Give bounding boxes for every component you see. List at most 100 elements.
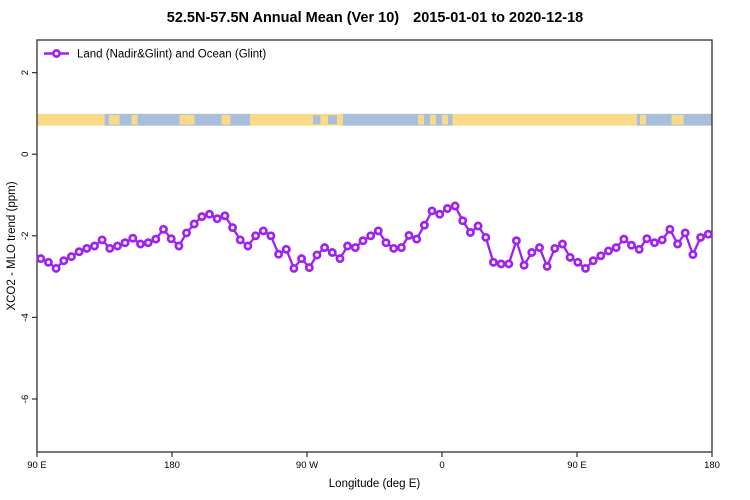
data-point-marker [228, 223, 238, 233]
x-axis-title: Longitude (deg E) [329, 478, 421, 490]
data-point-marker [558, 239, 567, 249]
data-point-marker [588, 256, 598, 266]
x-tick-label: 0 [439, 460, 444, 471]
data-point-marker [604, 246, 613, 256]
data-point-marker [504, 259, 514, 269]
data-point-marker [120, 238, 130, 248]
data-point-marker [703, 229, 713, 239]
map-band-land-segment [452, 113, 637, 126]
data-point-marker [642, 234, 652, 244]
map-band-ocean-segment [104, 113, 250, 126]
data-point-marker [458, 216, 468, 226]
chart-title-region: 52.5N-57.5N Annual Mean (Ver 10) [166, 10, 400, 26]
data-point-marker [550, 243, 560, 253]
map-band-island [442, 114, 448, 125]
data-point-marker [511, 236, 521, 246]
data-point-marker [619, 234, 629, 244]
map-band-land-segment [250, 113, 343, 126]
data-point-marker [488, 257, 498, 267]
data-point-marker [304, 263, 314, 273]
data-point-marker [519, 260, 529, 270]
data-point-marker [611, 243, 621, 253]
data-point-marker [435, 209, 445, 219]
map-band-island [418, 114, 424, 125]
data-point-marker [66, 252, 76, 262]
data-point-marker [381, 238, 391, 248]
x-tick-label: 90 E [27, 460, 47, 471]
x-tick-label: 180 [704, 460, 720, 471]
data-point-marker [535, 243, 544, 253]
data-point-marker [596, 251, 606, 261]
y-tick-label: -4 [20, 313, 31, 321]
map-band-island [109, 114, 120, 125]
data-point-marker [97, 235, 107, 245]
map-band-island [671, 114, 684, 125]
data-point-marker [412, 234, 422, 244]
data-point-marker [634, 244, 644, 254]
data-point-marker [251, 231, 261, 241]
data-point-marker [581, 263, 590, 273]
data-point-marker [389, 243, 399, 253]
plot-border [36, 39, 713, 453]
data-point-marker [136, 239, 145, 249]
data-point-marker [90, 241, 99, 251]
data-point-marker [82, 243, 92, 253]
data-point-marker [396, 243, 406, 253]
data-point-marker [243, 241, 253, 251]
data-point-marker [174, 241, 184, 251]
data-point-marker [442, 204, 452, 213]
data-point-marker [419, 220, 429, 230]
y-tick-label: -2 [20, 232, 31, 240]
data-point-marker [182, 228, 191, 238]
x-tick-label: 180 [164, 460, 180, 471]
data-point-marker [258, 226, 268, 236]
data-point-marker [197, 212, 207, 222]
data-point-marker [266, 231, 276, 241]
data-point-marker [151, 234, 161, 244]
y-tick-label: 0 [20, 152, 31, 157]
data-point-marker [481, 232, 491, 242]
data-point-marker [281, 244, 291, 254]
data-point-marker [289, 263, 299, 273]
map-band-island [640, 114, 646, 125]
data-point-marker [327, 248, 337, 257]
map-band-island [179, 114, 195, 125]
map-band-land-segment [37, 113, 105, 126]
data-point-marker [473, 221, 483, 231]
legend-marker-icon [52, 49, 61, 58]
y-tick-label: 2 [20, 70, 31, 75]
data-point-marker [113, 241, 122, 251]
data-point-marker [404, 230, 414, 240]
data-point-marker [673, 239, 683, 249]
data-point-marker [527, 248, 537, 257]
map-band-lake [328, 115, 337, 125]
map-band-island [221, 114, 231, 125]
data-point-marker [320, 243, 330, 253]
data-point-marker [657, 235, 667, 245]
data-point-marker [350, 243, 360, 253]
map-band-island [430, 114, 436, 125]
data-point-marker [297, 254, 307, 264]
data-point-marker [159, 224, 168, 234]
data-point-marker [627, 240, 636, 250]
map-band-island [131, 114, 138, 125]
chart-title: 52.5N-57.5N Annual Mean (Ver 10) 2015-01… [0, 10, 750, 26]
data-point-marker [358, 236, 368, 246]
map-band-lake [313, 115, 321, 125]
data-point-marker [274, 249, 284, 259]
data-point-marker [312, 250, 322, 260]
data-point-marker [665, 224, 675, 234]
data-point-marker [465, 228, 475, 237]
data-point-marker [427, 206, 437, 216]
y-tick-label: -6 [20, 395, 31, 403]
data-point-marker [74, 247, 84, 257]
data-point-marker [650, 238, 659, 248]
data-point-marker [220, 211, 230, 221]
data-point-marker [105, 243, 115, 253]
data-point-marker [235, 235, 245, 245]
data-point-marker [36, 254, 46, 264]
data-point-marker [542, 261, 552, 271]
data-point-marker [680, 228, 690, 238]
